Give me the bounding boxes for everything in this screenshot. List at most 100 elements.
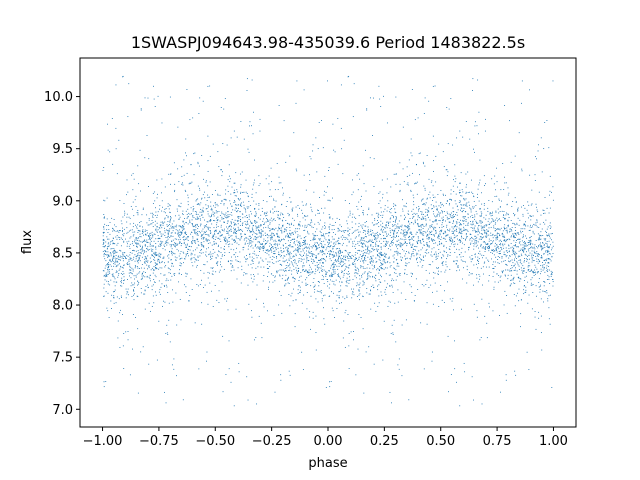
data-point [246,230,248,232]
data-point [484,315,486,317]
data-point [512,278,514,280]
data-point [230,270,232,272]
data-point [149,245,151,247]
data-point [416,252,418,254]
data-point [280,247,282,249]
data-point [416,254,417,256]
data-point [318,238,320,240]
data-point [280,239,282,241]
data-point [123,276,125,278]
data-point [105,251,107,253]
data-point [185,210,187,212]
data-point [465,203,467,205]
data-point [122,260,124,262]
data-point [267,310,268,312]
data-point [305,189,307,191]
data-point [365,351,367,353]
data-point [430,254,432,256]
data-point [105,276,107,278]
data-point [383,245,385,247]
data-point [328,214,330,215]
data-point [412,243,414,245]
data-point [307,270,309,272]
data-point [455,178,457,180]
data-point [250,274,252,276]
data-point [114,261,116,263]
data-point [479,208,481,210]
data-point [527,302,529,304]
data-point [264,212,266,214]
data-point [278,304,280,306]
data-point [547,298,549,300]
data-point [406,233,408,235]
data-point [461,242,463,244]
data-point [550,226,552,228]
data-point [353,331,354,332]
data-point [410,231,412,233]
data-point [300,254,302,256]
data-point [401,375,403,377]
data-point [396,235,397,237]
data-point [168,229,170,231]
data-point [173,191,175,193]
data-point [330,260,332,262]
data-point [396,227,398,229]
data-point [508,217,510,218]
data-point [436,258,438,259]
data-point [319,262,321,264]
data-point [185,233,186,234]
data-point [121,223,123,225]
data-point [471,237,473,239]
data-point [490,240,492,241]
data-point [548,246,550,247]
data-point [320,250,322,252]
data-point [362,212,363,214]
data-point [302,269,304,271]
data-point [438,241,440,243]
data-point [166,230,168,232]
data-point [481,403,483,405]
data-point [103,217,105,219]
data-point [150,223,152,225]
data-point [208,206,210,208]
data-point [550,275,552,277]
data-point [464,211,466,213]
data-point [450,98,452,100]
data-point [368,271,370,273]
data-point [488,234,490,236]
data-point [231,266,233,268]
data-point [472,90,473,91]
data-point [478,238,480,240]
data-point [480,244,482,246]
data-point [486,229,488,231]
data-point [278,226,280,228]
data-point [511,235,512,237]
data-point [339,302,341,304]
data-point [213,227,215,229]
data-point [240,203,242,205]
data-point [108,266,109,268]
data-point [270,167,272,169]
data-point [450,199,452,201]
data-point [415,182,417,184]
data-point [141,277,143,279]
data-point [168,254,170,256]
data-point [181,175,183,177]
data-point [444,251,446,253]
data-point [451,217,453,219]
data-point [368,231,370,233]
data-point [142,231,144,233]
data-point [466,269,468,271]
data-point [273,253,275,254]
data-point [386,233,387,235]
data-point [524,291,526,293]
data-point [533,250,535,252]
data-point [164,242,166,244]
data-point [528,369,530,371]
data-point [173,220,175,222]
data-point [409,174,411,176]
data-point [529,229,531,231]
data-point [406,250,407,252]
data-point [301,302,303,304]
data-point [135,239,137,241]
